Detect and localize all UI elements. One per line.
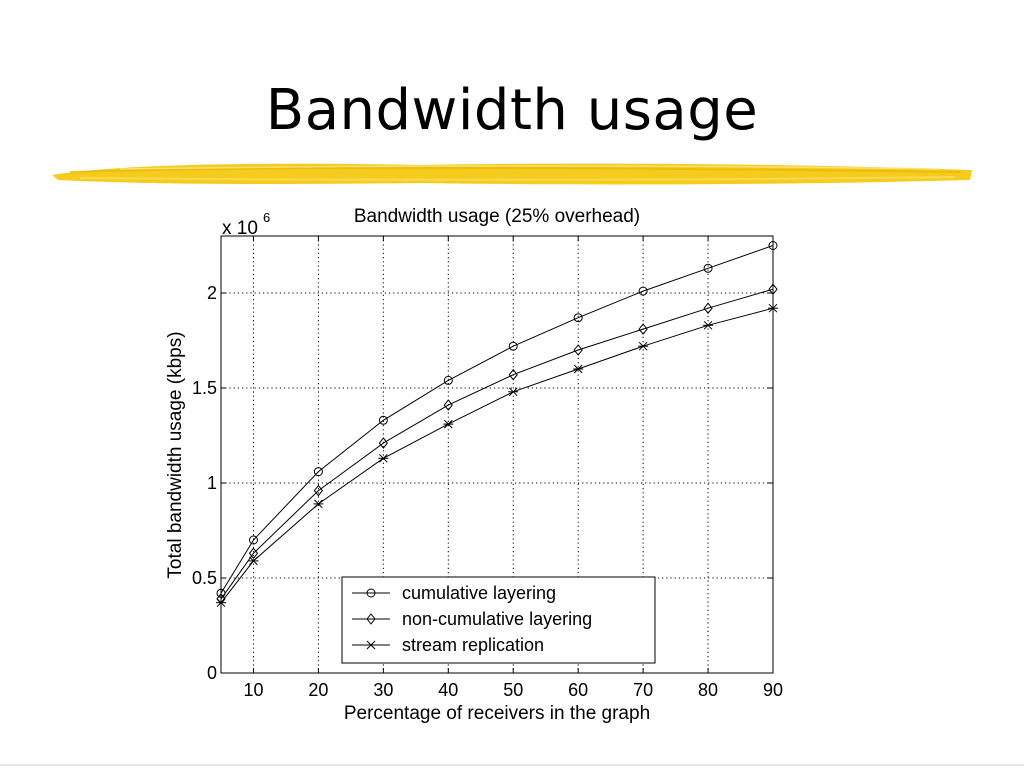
- x-tick-label: 20: [308, 680, 328, 700]
- marker-diamond: [366, 613, 376, 625]
- marker-circle: [366, 588, 376, 598]
- series-stream-replication: [216, 303, 778, 608]
- x-tick-label: 30: [373, 680, 393, 700]
- marker-diamond: [248, 547, 259, 560]
- marker-diamond: [313, 484, 324, 497]
- chart-title: Bandwidth usage (25% overhead): [354, 206, 640, 227]
- marker-star: [313, 499, 324, 509]
- y-tick-label: 1.5: [192, 378, 217, 398]
- legend-label: non-cumulative layering: [402, 609, 592, 629]
- y-axis-label: Total bandwidth usage (kbps): [165, 331, 186, 578]
- y-tick-label: 2: [207, 283, 217, 303]
- x-tick-label: 60: [568, 680, 588, 700]
- series-line-cumulative-layering: [220, 245, 774, 594]
- legend: cumulative layering non-cumulative layeri…: [341, 576, 656, 664]
- x-tick-label: 40: [438, 680, 458, 700]
- series-non-cumulative-layering: [216, 283, 778, 605]
- marker-star: [248, 556, 259, 566]
- marker-star: [573, 364, 584, 374]
- marker-circle: [573, 313, 583, 323]
- marker-diamond: [443, 399, 453, 411]
- marker-diamond: [638, 323, 648, 335]
- legend-item: non-cumulative layering: [352, 609, 592, 629]
- legend-label: stream replication: [402, 635, 544, 655]
- marker-diamond: [378, 437, 388, 449]
- x-tick-label: 50: [503, 680, 523, 700]
- marker-star: [443, 419, 454, 429]
- marker-circle: [508, 341, 518, 351]
- marker-star: [378, 453, 389, 463]
- marker-diamond: [768, 283, 778, 296]
- y-multiplier-base: x 10: [222, 218, 258, 239]
- marker-star: [703, 320, 714, 330]
- series-line-stream-replication: [220, 307, 774, 604]
- marker-diamond: [508, 368, 518, 381]
- marker-star: [508, 387, 519, 397]
- x-tick-label: 90: [763, 680, 783, 700]
- x-axis-label: Percentage of receivers in the graph: [344, 703, 650, 724]
- marker-circle: [313, 467, 323, 477]
- bottom-rule: [0, 764, 1024, 766]
- marker-star: [768, 303, 778, 313]
- x-tick-label: 80: [698, 680, 718, 700]
- marker-star: [366, 640, 376, 650]
- series-layer: [216, 241, 778, 608]
- slide-title: Bandwidth usage: [265, 78, 759, 143]
- axis-ticks: 10 20 30 40 50 60 70 80 90 0 0.5 1 1.5 2: [192, 236, 783, 700]
- plot-frame: [220, 235, 774, 674]
- marker-circle: [638, 286, 648, 296]
- highlighter-stroke: [52, 163, 972, 185]
- marker-circle: [703, 263, 713, 273]
- marker-diamond: [573, 344, 583, 356]
- marker-star: [638, 341, 649, 351]
- y-multiplier-exponent: 6: [263, 210, 270, 225]
- series-cumulative-layering: [216, 241, 778, 598]
- marker-diamond: [216, 593, 226, 605]
- marker-circle: [248, 535, 258, 545]
- marker-circle: [378, 415, 388, 425]
- x-tick-label: 70: [633, 680, 653, 700]
- y-multiplier: x 10: [222, 218, 258, 239]
- marker-circle: [443, 375, 453, 385]
- legend-label: cumulative layering: [402, 583, 556, 603]
- x-tick-label: 10: [243, 680, 263, 700]
- marker-star: [216, 598, 226, 608]
- legend-item: cumulative layering: [352, 583, 556, 603]
- marker-circle: [768, 241, 778, 250]
- marker-diamond: [703, 302, 713, 315]
- y-tick-label: 0.5: [192, 568, 217, 588]
- y-tick-label: 0: [207, 663, 217, 683]
- y-tick-label: 1: [207, 473, 217, 493]
- series-line-non-cumulative-layering: [220, 288, 774, 600]
- legend-item: stream replication: [352, 635, 544, 655]
- legend-box: [341, 576, 656, 664]
